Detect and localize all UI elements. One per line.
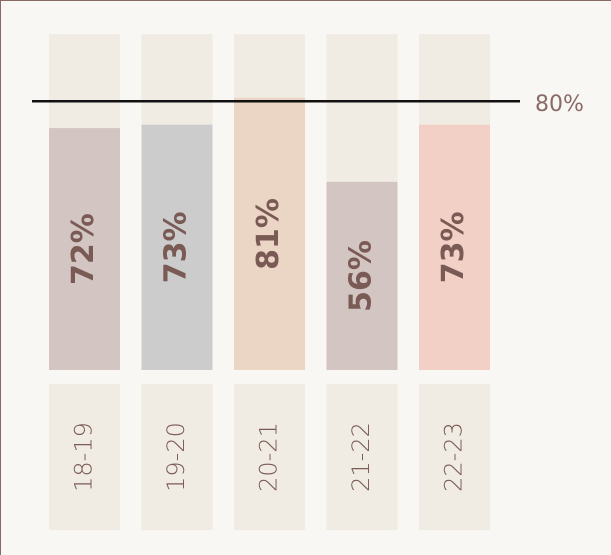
category-box (419, 384, 490, 530)
category-box (49, 384, 120, 530)
value-label: 73% (159, 211, 194, 283)
category-box (234, 384, 305, 530)
value-label: 56% (344, 240, 379, 312)
reference-label: 80% (535, 92, 584, 117)
bar (234, 97, 305, 370)
bar (419, 124, 490, 370)
value-label: 81% (251, 198, 286, 270)
x-tick-label: 21-22 (347, 422, 375, 492)
x-tick-label: 18-19 (70, 422, 98, 492)
x-tick-label: 22-23 (440, 422, 468, 492)
value-label: 73% (436, 211, 471, 283)
bar (141, 124, 213, 370)
bar (326, 181, 398, 370)
x-tick-label: 19-20 (162, 422, 190, 492)
category-box (326, 384, 398, 530)
value-label: 72% (66, 213, 101, 285)
x-tick-label: 20-21 (255, 422, 283, 492)
bar (49, 128, 120, 370)
category-box (141, 384, 213, 530)
